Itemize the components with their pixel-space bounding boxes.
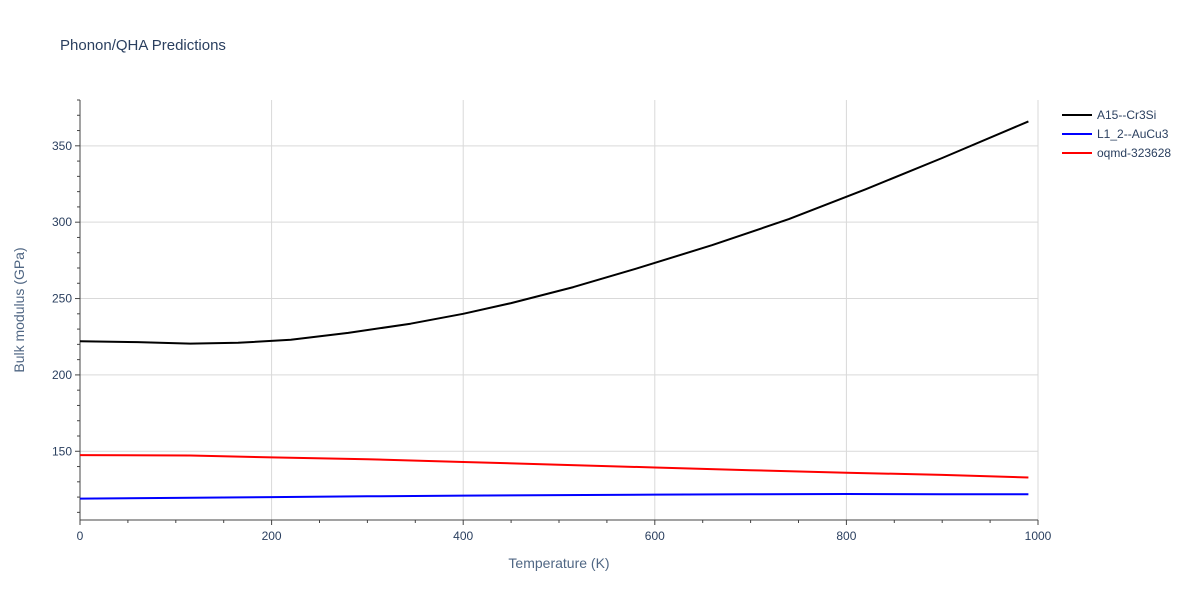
- axes: 0 200 400 600 800 1000 150 200 250 300 350: [52, 99, 1052, 543]
- legend-item[interactable]: A15--Cr3Si: [1062, 108, 1156, 122]
- grid-lines: [80, 100, 1039, 520]
- series-line-A15--Cr3Si: [79, 120, 1029, 345]
- y-tick-label: 300: [52, 215, 72, 229]
- legend-label: L1_2--AuCu3: [1097, 127, 1169, 141]
- x-tick-label: 1000: [1025, 529, 1052, 543]
- x-tick-label: 400: [453, 529, 473, 543]
- legend-label: A15--Cr3Si: [1097, 108, 1156, 122]
- x-tick-label: 200: [262, 529, 282, 543]
- series-line-oqmd-323628: [79, 454, 1029, 479]
- y-tick-label: 150: [52, 444, 72, 458]
- chart-title: Phonon/QHA Predictions: [60, 37, 226, 54]
- y-tick-label: 250: [52, 292, 72, 306]
- legend-item[interactable]: oqmd-323628: [1062, 146, 1171, 160]
- x-tick-label: 600: [645, 529, 665, 543]
- legend-item[interactable]: L1_2--AuCu3: [1062, 127, 1169, 141]
- series-line-L1_2--AuCu3: [79, 493, 1029, 500]
- y-tick-label: 200: [52, 368, 72, 382]
- legend-label: oqmd-323628: [1097, 146, 1171, 160]
- legend[interactable]: A15--Cr3Si L1_2--AuCu3 oqmd-323628: [1062, 108, 1171, 160]
- y-axis-title: Bulk modulus (GPa): [11, 247, 27, 372]
- x-tick-label: 0: [77, 529, 84, 543]
- x-tick-label: 800: [836, 529, 856, 543]
- x-axis-title: Temperature (K): [508, 555, 609, 571]
- y-tick-label: 350: [52, 139, 72, 153]
- series-layer: [79, 120, 1029, 500]
